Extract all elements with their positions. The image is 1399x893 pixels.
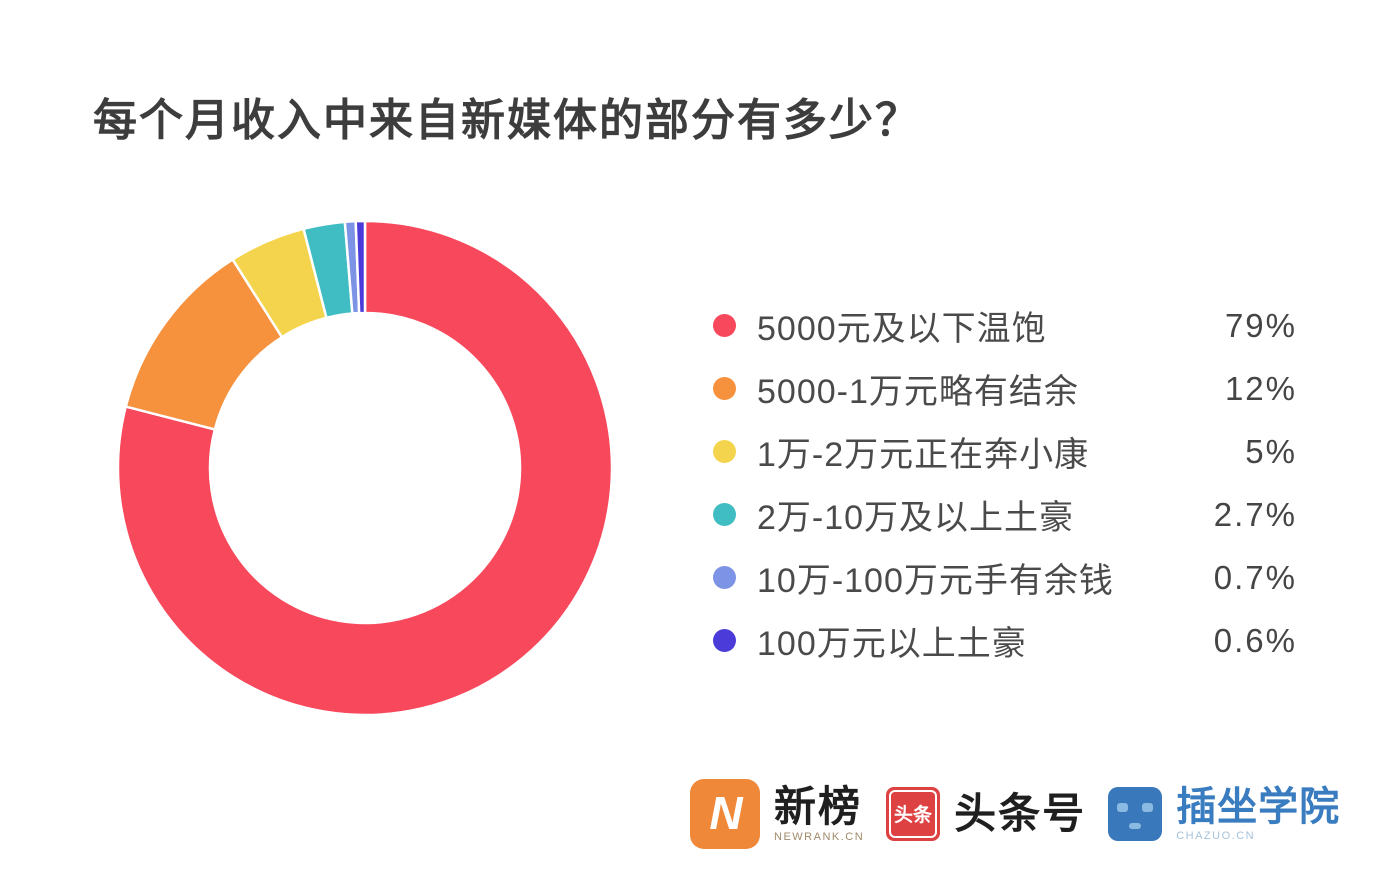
newrank-logo-subtext: NEWRANK.CN [774,830,865,843]
chazuo-logo-subtext: CHAZUO.CN [1176,829,1256,842]
legend-dot-icon [713,314,736,337]
toutiao-logo: 头条 头条号 [886,787,1086,841]
legend-label: 5000-1万元略有结余 [757,373,1079,411]
legend-value: 0.7% [1213,558,1297,596]
legend-value: 12% [1224,369,1297,407]
legend-label: 2万-10万及以上土豪 [757,499,1075,537]
newrank-n-glyph: N [709,787,743,839]
legend-row-1: 5000-1万元略有结余 12% [713,357,1297,420]
toutiao-icon-text: 头条 [894,803,933,826]
toutiao-logo-icon: 头条 [886,787,941,841]
donut-chart [116,219,614,717]
chazuo-logo-text: 插坐学院 [1176,784,1341,829]
legend-row-2: 1万-2万元正在奔小康 5% [713,420,1297,483]
toutiao-logo-text: 头条号 [954,790,1087,837]
footer-logos: N 新榜 NEWRANK.CN 头条 头条号 [690,773,1340,855]
legend-dot-icon [713,440,736,463]
legend-label: 5000元及以下温饱 [757,310,1047,348]
legend-label: 10万-100万元手有余钱 [757,562,1114,600]
legend-value: 2.7% [1213,495,1297,533]
legend-value: 0.6% [1213,621,1297,659]
chart-title: 每个月收入中来自新媒体的部分有多少？ [93,96,921,145]
chazuo-logo: 插坐学院 CHAZUO.CN [1108,787,1340,842]
legend-label: 1万-2万元正在奔小康 [757,436,1090,474]
legend-row-4: 10万-100万元手有余钱 0.7% [713,546,1297,609]
legend-row-3: 2万-10万及以上土豪 2.7% [713,483,1297,546]
newrank-logo: N 新榜 NEWRANK.CN [690,779,864,849]
pie-slice-0 [116,219,614,717]
legend-dot-icon [713,629,736,652]
legend: 5000元及以下温饱 79% 5000-1万元略有结余 12% 1万-2万元正在奔小康 5… [713,294,1297,672]
legend-row-5: 100万元以上土豪 0.6% [713,609,1297,672]
chazuo-face-icon [1108,787,1163,841]
legend-dot-icon [713,503,736,526]
legend-dot-icon [713,377,736,400]
donut-chart-container [115,218,615,718]
legend-value: 79% [1224,306,1297,344]
newrank-logo-icon: N [690,779,760,849]
legend-value: 5% [1245,432,1297,470]
pie-slice-5 [354,219,367,315]
legend-label: 100万元以上土豪 [757,625,1027,663]
legend-row-0: 5000元及以下温饱 79% [713,294,1297,357]
newrank-logo-text: 新榜 [774,782,863,830]
legend-dot-icon [713,566,736,589]
